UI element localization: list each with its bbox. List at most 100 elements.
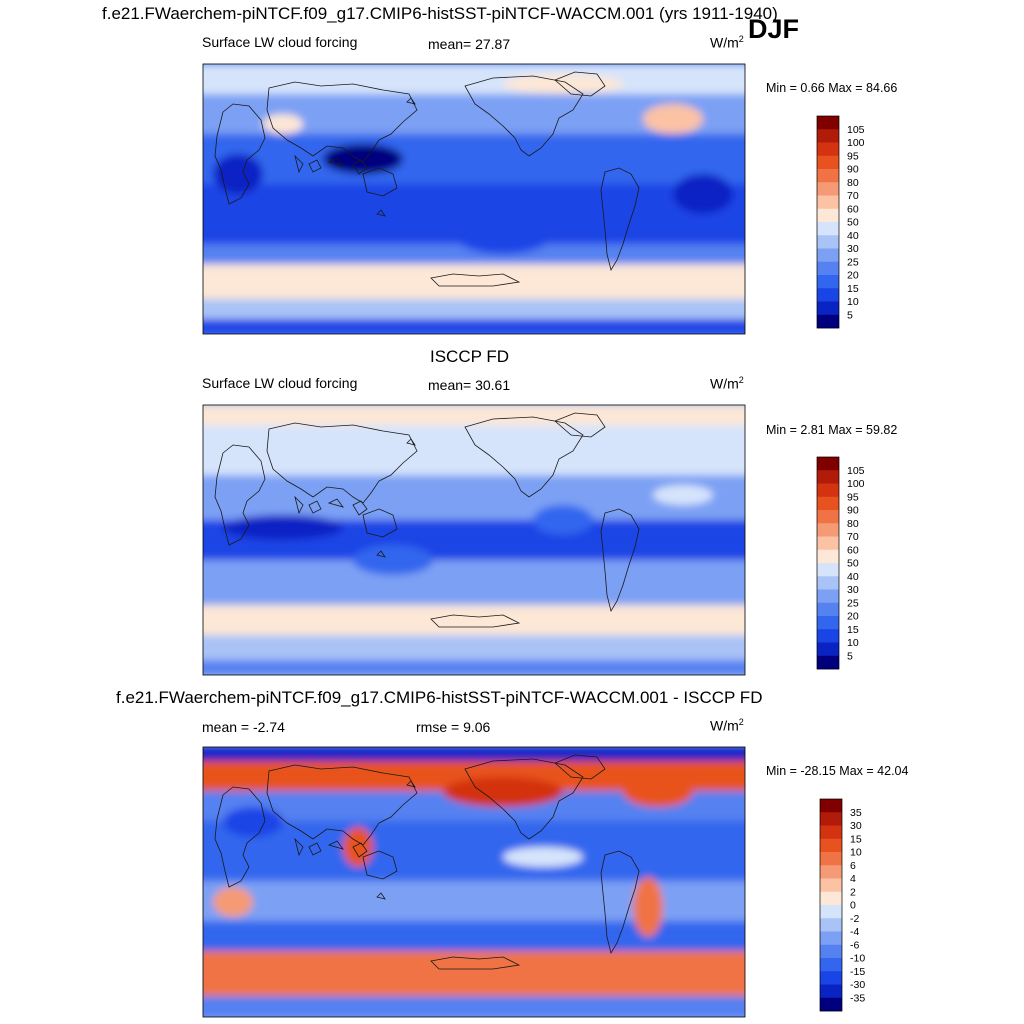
- colorbar-tick-label: 15: [847, 624, 859, 636]
- colorbar-swatch: [817, 275, 839, 289]
- field-band: [203, 134, 745, 184]
- field-band: [203, 881, 745, 921]
- colorbar-swatch: [817, 523, 839, 537]
- field-blob: [653, 485, 713, 505]
- colorbar-tick-label: 30: [847, 243, 859, 255]
- map-field-2: [203, 405, 745, 675]
- colorbar-tick-label: 15: [847, 283, 859, 295]
- season-label: DJF: [748, 14, 800, 44]
- colorbar-swatch: [817, 563, 839, 577]
- colorbar-swatch: [820, 931, 842, 946]
- colorbar-tick-label: 70: [847, 531, 859, 543]
- colorbar-tick-label: 105: [847, 124, 865, 136]
- field-blob: [353, 545, 433, 575]
- panel2-minmax: Min = 2.81 Max = 59.82: [766, 423, 898, 437]
- colorbar-tick-label: 60: [847, 544, 859, 556]
- colorbar-swatch: [817, 470, 839, 484]
- colorbar-swatch: [820, 997, 842, 1012]
- colorbar-swatch: [820, 944, 842, 959]
- map-field-1: [203, 64, 745, 334]
- colorbar-tick-label: 40: [847, 571, 859, 583]
- colorbar-swatch: [817, 549, 839, 564]
- panel1-minmax: Min = 0.66 Max = 84.66: [766, 81, 898, 95]
- colorbar-tick-label: 95: [847, 150, 859, 162]
- panel1-units: W/m2: [710, 34, 744, 51]
- field-band: [203, 635, 745, 660]
- colorbar-swatch: [817, 496, 839, 511]
- colorbar-tick-label: 30: [850, 820, 862, 832]
- colorbar-tick-label: -15: [850, 966, 865, 978]
- colorbar-swatch: [820, 971, 842, 985]
- colorbar-swatch: [817, 576, 839, 590]
- colorbar-swatch: [817, 261, 839, 276]
- field-band: [203, 405, 745, 425]
- field-band: [203, 299, 745, 319]
- field-band: [203, 64, 745, 94]
- colorbar-tick-label: 105: [847, 465, 865, 477]
- map-frame: [202, 404, 746, 676]
- field-blob: [533, 505, 593, 535]
- colorbar-swatch: [820, 799, 842, 813]
- field-blob: [453, 214, 553, 254]
- field-blob: [323, 144, 403, 174]
- field-blob: [673, 174, 733, 214]
- colorbar-tick-label: 50: [847, 217, 859, 229]
- colorbar-swatch: [817, 629, 839, 643]
- colorbar-tick-label: 6: [850, 860, 856, 872]
- colorbar-swatch: [817, 195, 839, 210]
- colorbar-frame: [816, 456, 840, 670]
- colorbar-tick-label: 25: [847, 597, 859, 609]
- colorbar-swatch: [817, 142, 839, 157]
- colorbar-tick-label: 90: [847, 164, 859, 176]
- map-field-3: [203, 747, 745, 1017]
- field-blob: [223, 515, 343, 540]
- colorbar-swatch: [820, 918, 842, 932]
- colorbar-tick-label: 30: [847, 584, 859, 596]
- colorbar-swatch: [817, 510, 839, 524]
- colorbar-swatch: [820, 838, 842, 853]
- colorbar-swatch: [817, 655, 839, 670]
- field-band: [203, 921, 745, 951]
- panel3-title: f.e21.FWaerchem-piNTCF.f09_g17.CMIP6-his…: [116, 688, 763, 707]
- field-band: [203, 425, 745, 475]
- colorbar-swatch: [817, 248, 839, 263]
- colorbar-tick-label: 5: [847, 309, 853, 321]
- colorbar-swatch: [820, 865, 842, 879]
- field-band: [203, 560, 745, 605]
- colorbar-tick-label: 20: [847, 270, 859, 282]
- colorbar-tick-label: -6: [850, 939, 859, 951]
- colorbar-swatch: [817, 602, 839, 617]
- map-frame: [202, 63, 746, 335]
- field-band: [203, 821, 745, 881]
- colorbar-tick-label: 90: [847, 505, 859, 517]
- field-band: [203, 264, 745, 299]
- panel2-variable-label: Surface LW cloud forcing: [202, 375, 358, 391]
- colorbar-swatch: [820, 984, 842, 999]
- field-band: [203, 605, 745, 635]
- map-frame: [202, 746, 746, 1018]
- colorbar-tick-label: 15: [850, 833, 862, 845]
- colorbar-tick-label: 60: [847, 203, 859, 215]
- colorbar-swatch: [817, 589, 839, 604]
- colorbar-tick-label: 4: [850, 873, 856, 885]
- colorbar-swatch: [817, 536, 839, 551]
- colorbar-tick-label: 2: [850, 886, 856, 898]
- colorbar-swatch: [820, 878, 842, 893]
- field-band: [203, 996, 745, 1017]
- field-blob: [443, 777, 563, 807]
- colorbar-tick-label: 80: [847, 177, 859, 189]
- panel2-mean-label: mean= 30.61: [428, 377, 511, 393]
- colorbar-tick-label: 70: [847, 190, 859, 202]
- page-title: f.e21.FWaerchem-piNTCF.f09_g17.CMIP6-his…: [102, 4, 778, 23]
- field-blob: [623, 777, 693, 807]
- colorbar-tick-label: -35: [850, 992, 865, 1004]
- colorbar-swatch: [817, 182, 839, 196]
- colorbar-tick-label: 10: [850, 847, 862, 859]
- colorbar-swatch: [817, 155, 839, 170]
- panel3-rmse-label: rmse = 9.06: [416, 719, 491, 735]
- field-blob: [213, 887, 253, 917]
- colorbar-tick-label: 10: [847, 637, 859, 649]
